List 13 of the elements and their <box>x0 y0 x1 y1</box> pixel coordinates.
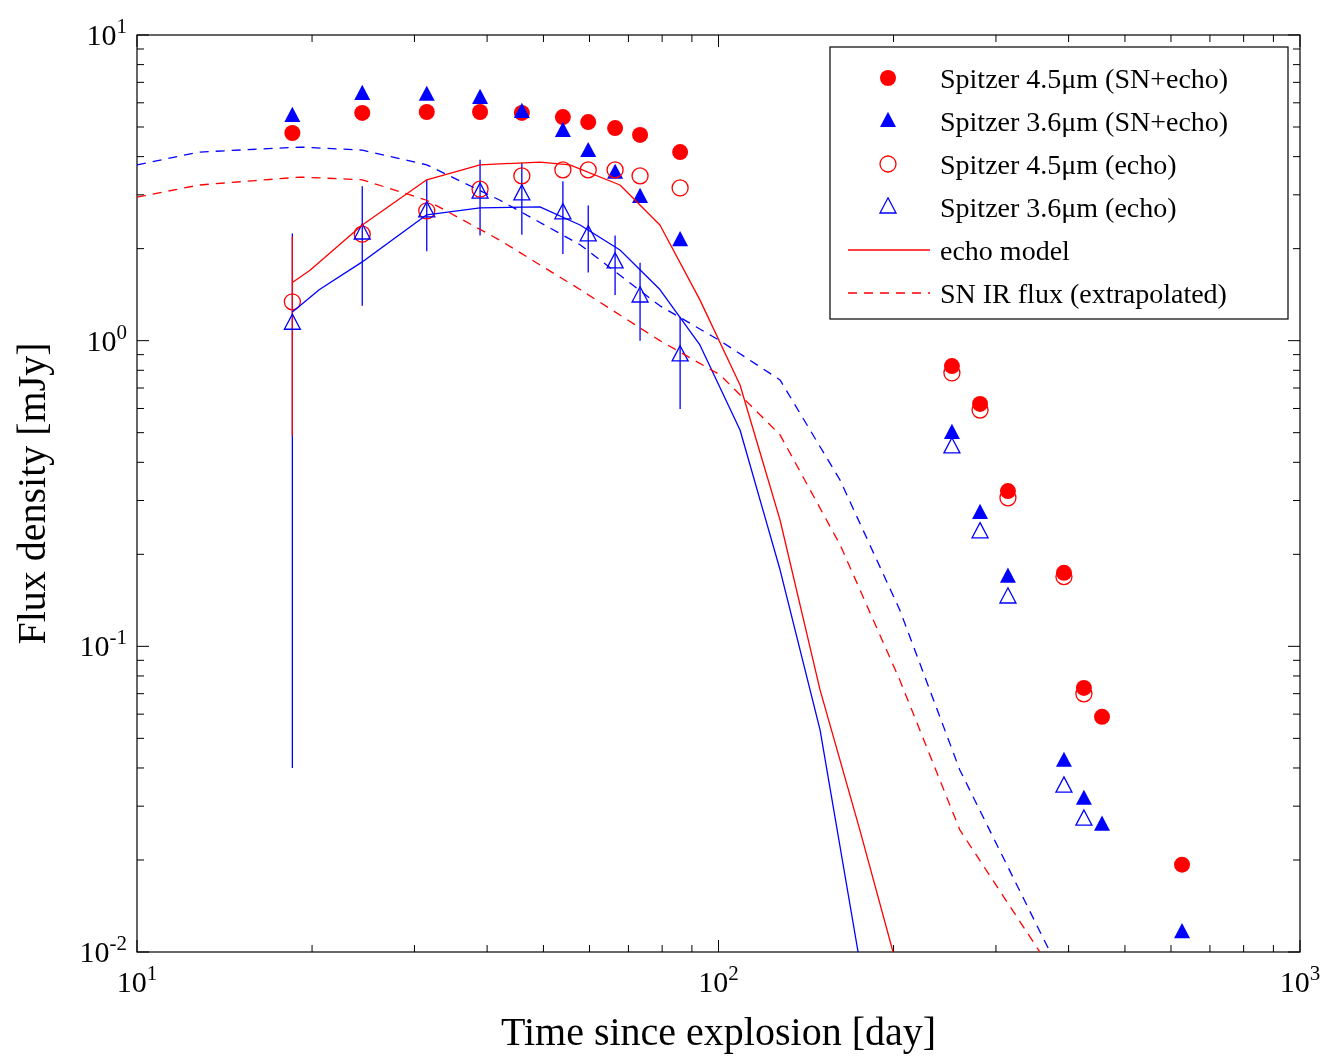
y-tick-label: 10$^{-1}$ <box>79 625 127 663</box>
legend-label: SN IR flux (extrapolated) <box>940 278 1227 309</box>
x-tick-label: 10$^{2}$ <box>698 961 739 998</box>
legend-label: Spitzer 4.5μm (SN+echo) <box>940 63 1229 94</box>
x-tick-label: 10$^{3}$ <box>1279 961 1321 998</box>
y-tick-label: 10$^{0}$ <box>86 319 127 357</box>
y-tick-label: 10$^{1}$ <box>86 14 127 51</box>
legend-label: Spitzer 4.5μm (echo) <box>940 149 1177 180</box>
x-axis-title: Time since explosion [day] <box>500 1009 937 1054</box>
legend-label: echo model <box>940 235 1071 266</box>
legend-label: Spitzer 3.6μm (echo) <box>940 192 1177 223</box>
legend-label: Spitzer 3.6μm (SN+echo) <box>940 106 1229 137</box>
y-axis-title: Flux density [mJy] <box>9 342 54 645</box>
